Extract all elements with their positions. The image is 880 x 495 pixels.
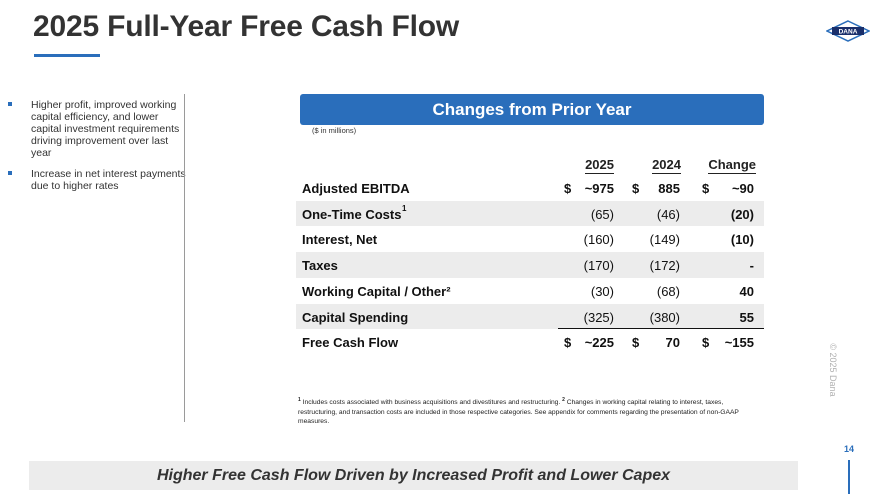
title-underline	[34, 54, 100, 57]
row-label: Working Capital / Other²	[302, 283, 451, 299]
value-2025: (30)	[590, 283, 614, 299]
table-row: One-Time Costs 1 (65) (46) (20)	[296, 200, 764, 227]
footnote-marker-1: 1	[298, 397, 301, 403]
row-label: Capital Spending	[302, 309, 409, 325]
column-header-change: Change	[708, 157, 756, 174]
table-row: Working Capital / Other² (30) (68) 40	[296, 278, 764, 304]
value-2024: (172)	[649, 258, 680, 274]
currency-symbol: $	[702, 335, 710, 351]
currency-symbol: $	[702, 181, 710, 196]
bullet-item: Higher profit, improved working capital …	[8, 99, 186, 159]
logo-text: DANA	[839, 29, 858, 36]
bullet-marker	[8, 102, 12, 106]
row-label-footnote-marker: 1	[402, 203, 407, 213]
copyright-notice: © 2025 Dana	[828, 343, 838, 397]
total-separator-line	[558, 328, 764, 329]
value-2024: 70	[665, 335, 680, 351]
footnote-text-2: Changes in working capital relating to i…	[298, 399, 739, 425]
row-label: Taxes	[302, 258, 338, 274]
value-change: -	[749, 258, 754, 274]
value-2024: 885	[658, 181, 680, 196]
value-2025: (65)	[590, 206, 614, 222]
value-2025: ~225	[584, 335, 614, 351]
value-2024: (380)	[649, 309, 680, 325]
bullet-item: Increase in net interest payments due to…	[8, 168, 186, 192]
dana-logo: DANA	[826, 20, 870, 42]
value-2024: (68)	[656, 283, 680, 299]
bullet-marker	[8, 171, 12, 175]
vertical-divider	[184, 94, 185, 422]
currency-symbol: $	[564, 181, 572, 196]
value-change: (10)	[730, 232, 754, 248]
table-row: Free Cash Flow $ ~225 $70 $ ~155	[296, 329, 764, 355]
column-header-2025: 2025	[585, 157, 614, 174]
page-title: 2025 Full-Year Free Cash Flow	[33, 10, 460, 43]
units-note: ($ in millions)	[312, 126, 357, 135]
page-accent-bar	[848, 460, 850, 494]
value-2024: (46)	[656, 206, 680, 222]
table-row: Adjusted EBITDA $ ~975 $885 $ ~90	[296, 175, 764, 201]
row-label: Free Cash Flow	[302, 335, 399, 351]
bullet-text: Higher profit, improved working capital …	[31, 99, 180, 159]
value-change: ~155	[724, 335, 754, 351]
bullet-text: Increase in net interest payments due to…	[31, 168, 186, 192]
page-number: 14	[843, 444, 854, 454]
value-2025: (325)	[583, 309, 614, 325]
column-header-2024: 2024	[652, 157, 681, 174]
currency-symbol: $	[632, 335, 640, 351]
bullet-list: Higher profit, improved working capital …	[8, 99, 186, 201]
table-row: Taxes (170) (172) -	[296, 252, 764, 278]
footnote: 1 Includes costs associated with busines…	[298, 396, 764, 426]
value-change: (20)	[730, 206, 754, 222]
value-2025: (170)	[583, 258, 614, 274]
value-change: ~90	[731, 181, 754, 196]
table-row: Interest, Net (160) (149) (10)	[296, 226, 764, 252]
section-banner: Changes from Prior Year	[300, 94, 764, 125]
value-2024: (149)	[649, 232, 680, 248]
footnote-marker-2: 2	[562, 397, 565, 403]
row-label: Interest, Net	[302, 232, 378, 248]
currency-symbol: $	[632, 181, 640, 196]
row-label: Adjusted EBITDA	[302, 181, 410, 196]
value-change: 55	[739, 309, 754, 325]
value-change: 40	[739, 283, 754, 299]
bottom-takeaway-banner: Higher Free Cash Flow Driven by Increase…	[29, 461, 798, 490]
footnote-text-1: Includes costs associated with business …	[300, 399, 563, 407]
value-2025: ~975	[584, 181, 614, 196]
value-2025: (160)	[583, 232, 614, 248]
row-label: One-Time Costs	[302, 206, 402, 222]
table-row: Capital Spending (325) (380) 55	[296, 303, 764, 330]
currency-symbol: $	[564, 335, 572, 351]
